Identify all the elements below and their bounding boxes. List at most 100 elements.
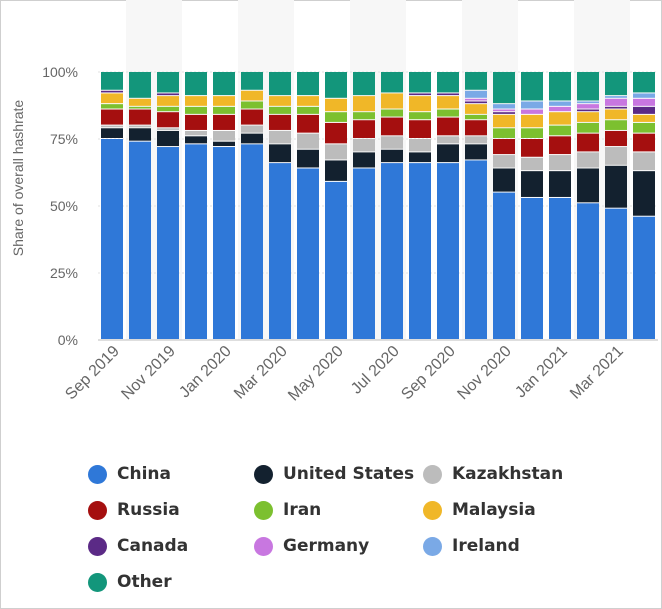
bar-segment[interactable]: Jul 2020 — Other: 8% [381, 72, 403, 93]
bar-segment[interactable]: Apr 2021 — Ireland: 2% [633, 93, 655, 98]
bar-segment[interactable]: Jun 2020 — China: 64% [353, 168, 375, 339]
bar-segment[interactable]: Feb 2020 — Russia: 6% [241, 109, 263, 125]
bar-segment[interactable]: Oct 2019 — Kazakhstan: 1% [129, 125, 151, 128]
bar-stack[interactable]: Jan 2021 — China: 53%Jan 2021 — United S… [549, 72, 571, 339]
bar-segment[interactable]: Feb 2021 — Canada: 1% [577, 109, 599, 112]
bar-segment[interactable]: Jan 2021 — Other: 11% [549, 72, 571, 101]
bar-segment[interactable]: Jan 2021 — Ireland: 2% [549, 101, 571, 106]
bar-stack[interactable]: Aug 2020 — China: 66%Aug 2020 — United S… [409, 72, 431, 339]
bar-stack[interactable]: May 2020 — China: 59%May 2020 — United S… [325, 72, 347, 339]
bar-stack[interactable]: Mar 2020 — China: 66%Mar 2020 — United S… [269, 72, 291, 339]
bar-segment[interactable]: Jan 2020 — United States: 2% [213, 141, 235, 147]
bar-segment[interactable]: Oct 2020 — Canada: 1% [465, 101, 487, 104]
bar-segment[interactable]: Oct 2020 — Germany: 1% [465, 98, 487, 101]
bar-segment[interactable]: Feb 2021 — Russia: 7% [577, 133, 599, 152]
legend-item[interactable]: Russia [88, 498, 180, 522]
bar-stack[interactable]: Jan 2020 — China: 72%Jan 2020 — United S… [213, 72, 235, 339]
bar-segment[interactable]: Dec 2020 — Other: 11% [521, 72, 543, 101]
bar-segment[interactable]: Jan 2021 — Kazakhstan: 6% [549, 155, 571, 171]
bar-segment[interactable]: Sep 2020 — Malaysia: 5% [437, 96, 459, 109]
bar-segment[interactable]: Apr 2020 — Russia: 7% [297, 114, 319, 133]
bar-segment[interactable]: May 2020 — Other: 10% [325, 72, 347, 98]
bar-segment[interactable]: Jan 2021 — United States: 10% [549, 171, 571, 197]
bar-segment[interactable]: Jul 2020 — China: 66% [381, 163, 403, 339]
bar-segment[interactable]: Jan 2020 — Malaysia: 4% [213, 96, 235, 106]
bar-stack[interactable]: Mar 2021 — China: 49%Mar 2021 — United S… [605, 72, 627, 339]
bar-segment[interactable]: Jan 2020 — Kazakhstan: 4% [213, 130, 235, 141]
bar-segment[interactable]: Nov 2019 — Canada: 1% [157, 93, 179, 96]
bar-segment[interactable]: Mar 2020 — China: 66% [269, 163, 291, 339]
bar-segment[interactable]: Dec 2019 — Malaysia: 4% [185, 96, 207, 106]
bar-segment[interactable]: Aug 2020 — Malaysia: 6% [409, 96, 431, 112]
bar-segment[interactable]: Jul 2020 — Russia: 7% [381, 117, 403, 136]
legend-item[interactable]: Canada [88, 534, 188, 558]
bar-segment[interactable]: Dec 2019 — Other: 9% [185, 72, 207, 96]
bar-segment[interactable]: Jun 2020 — Iran: 3% [353, 112, 375, 120]
legend-item[interactable]: Ireland [423, 534, 520, 558]
bar-segment[interactable]: Sep 2020 — China: 66% [437, 163, 459, 339]
legend-item[interactable]: Other [88, 570, 172, 594]
bar-segment[interactable]: Apr 2020 — United States: 7% [297, 149, 319, 168]
legend-item[interactable]: Kazakhstan [423, 462, 563, 486]
bar-segment[interactable]: Nov 2019 — Kazakhstan: 1% [157, 128, 179, 130]
bar-segment[interactable]: Mar 2021 — United States: 16% [605, 165, 627, 208]
bar-segment[interactable]: Feb 2021 — United States: 13% [577, 168, 599, 203]
bar-segment[interactable]: Mar 2021 — Canada: 1% [605, 106, 627, 109]
bar-segment[interactable]: Mar 2020 — Kazakhstan: 5% [269, 130, 291, 144]
legend-item[interactable]: United States [254, 462, 414, 486]
bar-stack[interactable]: Jun 2020 — China: 64%Jun 2020 — United S… [353, 72, 375, 339]
bar-segment[interactable]: Jan 2020 — Russia: 6% [213, 114, 235, 130]
bar-segment[interactable]: Nov 2019 — United States: 6% [157, 130, 179, 147]
legend-item[interactable]: Germany [254, 534, 369, 558]
bar-segment[interactable]: Dec 2020 — Kazakhstan: 5% [521, 157, 543, 171]
bar-stack[interactable]: Dec 2019 — China: 73%Dec 2019 — United S… [185, 72, 207, 339]
bar-segment[interactable]: Apr 2020 — Malaysia: 4% [297, 96, 319, 106]
bar-segment[interactable]: Sep 2019 — China: 75% [101, 139, 123, 339]
bar-segment[interactable]: Oct 2020 — Russia: 6% [465, 120, 487, 136]
bar-segment[interactable]: Feb 2021 — China: 51% [577, 203, 599, 339]
bar-segment[interactable]: Jun 2020 — Malaysia: 6% [353, 96, 375, 112]
bar-segment[interactable]: Apr 2021 — Iran: 4% [633, 122, 655, 133]
bar-segment[interactable]: Nov 2020 — China: 55% [493, 192, 515, 339]
legend-item[interactable]: Malaysia [423, 498, 536, 522]
bar-segment[interactable]: Apr 2020 — Kazakhstan: 6% [297, 133, 319, 149]
bar-segment[interactable]: Feb 2020 — Other: 7% [241, 72, 263, 90]
bar-segment[interactable]: Dec 2019 — China: 73% [185, 144, 207, 339]
bar-segment[interactable]: Apr 2021 — Other: 8% [633, 72, 655, 93]
bar-segment[interactable]: Oct 2020 — China: 67% [465, 160, 487, 339]
legend-item[interactable]: Iran [254, 498, 321, 522]
bar-segment[interactable]: Sep 2019 — Other: 7% [101, 72, 123, 90]
bar-stack[interactable]: Oct 2020 — China: 67%Oct 2020 — United S… [465, 72, 487, 339]
bar-stack[interactable]: Oct 2019 — China: 74%Oct 2019 — United S… [129, 72, 151, 339]
bar-segment[interactable]: Jan 2020 — Iran: 3% [213, 106, 235, 114]
bar-segment[interactable]: Jan 2021 — Malaysia: 5% [549, 112, 571, 125]
bar-segment[interactable]: Oct 2020 — Kazakhstan: 3% [465, 136, 487, 144]
bar-segment[interactable]: Jan 2021 — China: 53% [549, 197, 571, 339]
bar-segment[interactable]: Nov 2019 — China: 72% [157, 147, 179, 339]
bar-segment[interactable]: Oct 2020 — Iran: 2% [465, 114, 487, 120]
bar-segment[interactable]: Sep 2020 — Iran: 3% [437, 109, 459, 117]
bar-segment[interactable]: Sep 2019 — Malaysia: 4% [101, 93, 123, 104]
bar-segment[interactable]: Dec 2019 — Kazakhstan: 2% [185, 130, 207, 136]
bar-segment[interactable]: Jul 2020 — Malaysia: 6% [381, 93, 403, 109]
bar-segment[interactable]: Oct 2020 — Other: 7% [465, 72, 487, 90]
legend-item[interactable]: China [88, 462, 171, 486]
bar-segment[interactable]: Feb 2020 — Iran: 3% [241, 101, 263, 109]
bar-segment[interactable]: Nov 2020 — Germany: 1% [493, 109, 515, 112]
bar-segment[interactable]: Mar 2021 — Russia: 6% [605, 130, 627, 147]
bar-segment[interactable]: Dec 2020 — United States: 10% [521, 171, 543, 197]
bar-segment[interactable]: Apr 2021 — Malaysia: 3% [633, 114, 655, 122]
bar-stack[interactable]: Apr 2021 — China: 46%Apr 2021 — United S… [633, 72, 655, 339]
bar-segment[interactable]: Sep 2020 — Canada: 1% [437, 93, 459, 96]
bar-segment[interactable]: Sep 2020 — Russia: 7% [437, 117, 459, 136]
bar-segment[interactable]: Dec 2020 — Malaysia: 5% [521, 114, 543, 128]
bar-segment[interactable]: Sep 2019 — Iran: 2% [101, 104, 123, 109]
bar-segment[interactable]: Nov 2020 — Russia: 6% [493, 139, 515, 155]
bar-segment[interactable]: Dec 2020 — Germany: 2% [521, 109, 543, 114]
bar-segment[interactable]: Sep 2019 — United States: 4% [101, 128, 123, 138]
bar-segment[interactable]: Jun 2020 — Other: 9% [353, 72, 375, 96]
bar-segment[interactable]: Oct 2019 — United States: 5% [129, 128, 151, 141]
bar-segment[interactable]: Mar 2021 — Germany: 3% [605, 98, 627, 106]
bar-segment[interactable]: Feb 2020 — Kazakhstan: 3% [241, 125, 263, 133]
bar-segment[interactable]: Nov 2020 — Ireland: 2% [493, 104, 515, 109]
